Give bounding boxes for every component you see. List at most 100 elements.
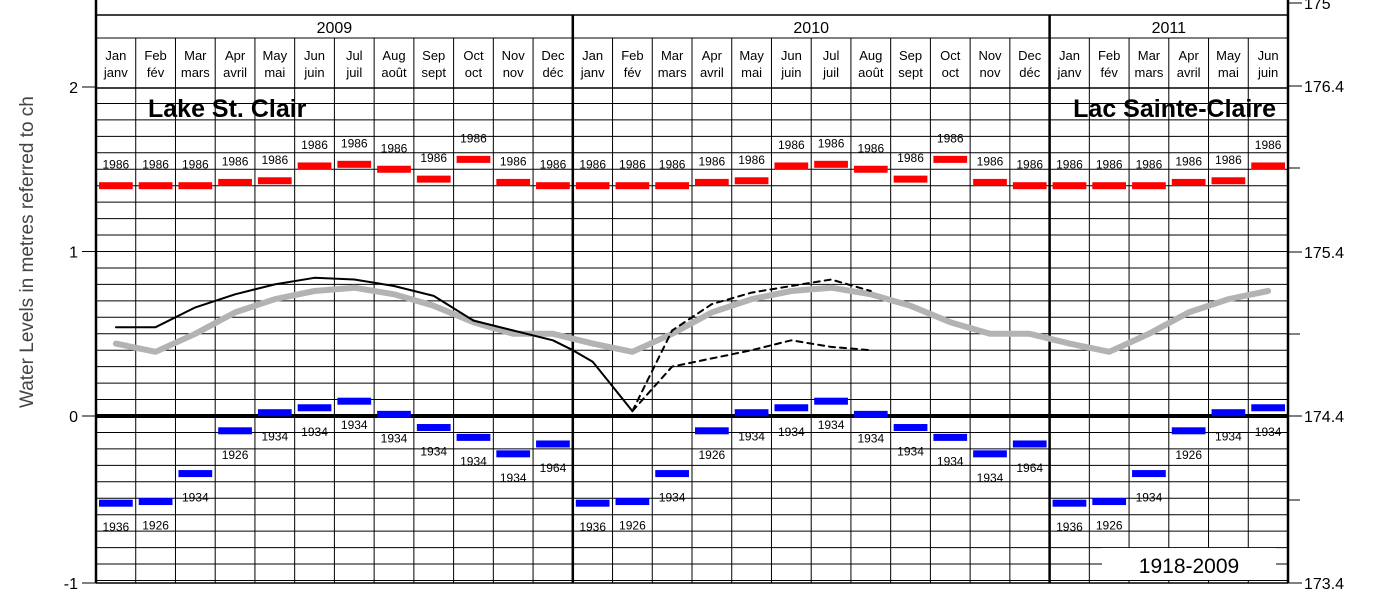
record-high-bar: [853, 165, 888, 173]
record-low-year: 1934: [1255, 425, 1282, 439]
month-label-fr: juin: [1257, 65, 1278, 80]
record-high-bar: [1171, 178, 1206, 186]
record-low-year: 1934: [420, 445, 447, 459]
record-high-bar: [496, 178, 531, 186]
record-low-year: 1926: [1175, 448, 1202, 462]
record-low-bar: [297, 404, 332, 412]
record-low-bar: [257, 409, 292, 417]
chart-title-fr: Lac Sainte-Claire: [1073, 95, 1276, 123]
record-high-bar: [734, 177, 769, 185]
record-low-bar: [853, 410, 888, 418]
record-high-bar: [456, 155, 491, 163]
month-label-en: Jul: [823, 48, 840, 63]
record-low-year: 1926: [699, 448, 726, 462]
month-label-fr: nov: [503, 65, 524, 80]
year-label: 2009: [317, 20, 353, 37]
month-label-fr: juin: [303, 65, 324, 80]
record-low-bar: [734, 409, 769, 417]
left-tick-label: 0: [69, 409, 78, 426]
year-label: 2011: [1152, 20, 1187, 37]
grid: [94, 0, 1290, 584]
month-label-fr: oct: [942, 65, 960, 80]
record-low-year: 1934: [341, 418, 368, 432]
long-term-average-line: [112, 284, 1272, 355]
month-label-fr: avril: [223, 65, 247, 80]
month-label-fr: juil: [822, 65, 839, 80]
record-high-year: 1986: [381, 141, 408, 155]
record-high-bar: [893, 175, 928, 183]
record-high-bar: [297, 162, 332, 170]
month-label-en: May: [739, 48, 764, 63]
month-label-fr: mai: [1218, 65, 1239, 80]
month-label-en: Dec: [1018, 48, 1042, 63]
month-label-en: Apr: [1179, 48, 1200, 63]
record-high-bar: [138, 182, 173, 190]
record-high-year: 1986: [341, 136, 368, 150]
month-label-fr: mars: [1134, 65, 1163, 80]
record-high-year: 1986: [977, 154, 1004, 168]
record-high-year: 1986: [540, 158, 567, 172]
record-low-year: 1934: [977, 471, 1004, 485]
month-label-en: Jan: [105, 48, 126, 63]
record-low-year: 1934: [738, 430, 765, 444]
right-tick-label: 173.4: [1304, 576, 1344, 590]
month-label-fr: août: [858, 65, 884, 80]
record-low-year: 1934: [818, 418, 845, 432]
month-label-en: Sep: [422, 48, 445, 63]
right-tick-label: 176.4: [1304, 79, 1344, 96]
record-low-year: 1934: [1215, 430, 1242, 444]
record-high-bar: [337, 160, 372, 168]
month-label-en: Apr: [702, 48, 723, 63]
month-label-fr: oct: [465, 65, 483, 80]
record-high-bar: [933, 155, 968, 163]
month-label-en: Mar: [184, 48, 207, 63]
record-low-year: 1926: [1096, 519, 1123, 533]
record-low-bar: [138, 498, 173, 506]
level-lines: [112, 276, 1272, 413]
record-high-bar: [377, 165, 411, 173]
record-low-bar: [1092, 498, 1127, 506]
record-low-year: 1934: [897, 445, 924, 459]
month-label-fr: janv: [580, 65, 605, 80]
record-low-year: 1964: [540, 461, 567, 475]
record-high-year: 1986: [1056, 158, 1083, 172]
month-label-fr: nov: [980, 65, 1001, 80]
record-high-bar: [1012, 182, 1047, 190]
month-label-fr: janv: [103, 65, 128, 80]
record-high-year: 1986: [897, 151, 924, 165]
record-high-bar: [695, 178, 729, 186]
month-label-fr: juil: [345, 65, 362, 80]
month-label-fr: août: [381, 65, 407, 80]
record-low-year: 1926: [222, 448, 249, 462]
record-low-bar: [456, 433, 491, 441]
record-high-bar: [814, 160, 848, 168]
record-high-bar: [416, 175, 451, 183]
record-high-year: 1986: [460, 131, 487, 145]
month-label-fr: fév: [147, 65, 165, 80]
record-high-year: 1986: [619, 158, 646, 172]
month-label-en: Apr: [225, 48, 246, 63]
record-marks: 1986 1936 1986 1926 1986 1934 1986 1926 1986 1934…: [99, 131, 1285, 534]
record-high-year: 1986: [1136, 158, 1163, 172]
record-high-year: 1986: [500, 154, 527, 168]
record-low-bar: [377, 410, 411, 418]
record-low-bar: [893, 424, 928, 432]
record-low-bar: [218, 427, 252, 435]
record-low-bar: [1012, 440, 1047, 448]
right-tick-label: 174.4: [1304, 409, 1344, 426]
record-low-bar: [695, 427, 729, 435]
left-tick-label: 1: [69, 245, 78, 262]
month-label-fr: mai: [741, 65, 762, 80]
record-high-year: 1986: [1175, 154, 1202, 168]
record-high-year: 1986: [659, 158, 686, 172]
month-label-en: May: [1216, 48, 1241, 63]
forecast-level-line: [631, 339, 872, 413]
month-label-fr: mai: [264, 65, 285, 80]
record-low-year: 1934: [301, 425, 328, 439]
record-high-year: 1986: [1016, 158, 1043, 172]
month-label-en: Aug: [382, 48, 405, 63]
record-low-bar: [1132, 470, 1166, 478]
month-label-fr: avril: [700, 65, 724, 80]
record-high-year: 1986: [1096, 158, 1123, 172]
